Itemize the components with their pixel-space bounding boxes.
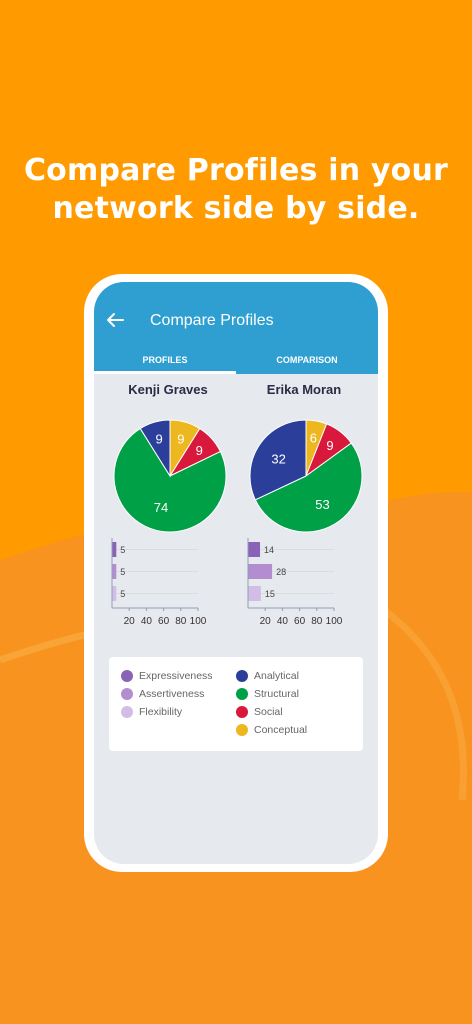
kenji-bars-bar-assertiveness <box>112 564 117 579</box>
back-arrow-icon[interactable] <box>106 312 124 328</box>
erika-pie-label-social: 9 <box>326 438 333 453</box>
erika-bars-x-tick-label: 80 <box>311 616 323 626</box>
legend-label: Expressiveness <box>139 670 213 682</box>
headline: Compare Profiles in your network side by… <box>0 152 472 228</box>
erika-bars-x-tick-label: 40 <box>277 616 289 626</box>
kenji-pie-label-structural: 74 <box>154 500 168 515</box>
erika-pie-label-structural: 53 <box>315 497 329 512</box>
legend-label: Structural <box>254 688 299 700</box>
phone-frame: Compare Profiles PROFILES COMPARISON Ken… <box>84 274 388 872</box>
app-screen: Compare Profiles PROFILES COMPARISON Ken… <box>94 282 378 864</box>
bar-chart-erika: 14 28 15 20 40 60 80 100 <box>247 538 343 626</box>
legend-dot <box>236 706 248 718</box>
kenji-pie-slice-structural <box>113 427 227 533</box>
kenji-bars-x-tick-label: 20 <box>124 616 136 626</box>
erika-pie-label-conceptual: 6 <box>310 430 317 445</box>
kenji-bars-bar-expressiveness <box>112 542 117 557</box>
kenji-pie-label-analytical: 9 <box>156 431 163 446</box>
erika-bars-value-label: 15 <box>265 589 275 599</box>
kenji-bars-value-label: 5 <box>120 545 125 555</box>
legend-label: Flexibility <box>139 706 183 718</box>
erika-bars-value-label: 28 <box>276 567 286 577</box>
kenji-bars-x-tick-label: 80 <box>175 616 187 626</box>
pie-chart-erika: 69 53 32 <box>249 419 363 533</box>
headline-line-1: Compare Profiles in your <box>23 153 449 188</box>
kenji-bars-x-tick-label: 100 <box>190 616 207 626</box>
erika-bars-x-tick-label: 20 <box>260 616 272 626</box>
kenji-bars-x-tick-label: 60 <box>158 616 170 626</box>
kenji-pie-label-conceptual: 9 <box>177 431 184 446</box>
app-title: Compare Profiles <box>150 312 274 329</box>
kenji-pie-label-social: 9 <box>196 443 203 458</box>
legend-dot <box>121 706 133 718</box>
bar-chart-kenji: 5 5 5 20 40 60 80 100 <box>111 538 207 626</box>
erika-bars-x-tick-label: 60 <box>294 616 306 626</box>
tab-profiles[interactable]: PROFILES <box>142 355 188 365</box>
legend-label: Analytical <box>254 670 299 682</box>
profile-name-2[interactable]: Erika Moran <box>266 382 342 397</box>
active-tab-indicator <box>94 371 236 374</box>
tab-comparison[interactable]: COMPARISON <box>276 355 338 365</box>
legend-card: Expressiveness Assertiveness Flexibility… <box>109 657 363 751</box>
legend-dot <box>121 688 133 700</box>
kenji-bars-value-label: 5 <box>120 589 125 599</box>
headline-line-2: network side by side. <box>52 191 420 226</box>
legend-dot <box>121 670 133 682</box>
legend-label: Conceptual <box>254 724 308 736</box>
legend-label: Assertiveness <box>139 688 205 700</box>
kenji-pie-slice-analytical <box>139 419 171 478</box>
erika-bars-bar-expressiveness <box>248 542 261 557</box>
legend-dot <box>236 724 248 736</box>
kenji-bars-x-tick-label: 40 <box>141 616 153 626</box>
kenji-bars-bar-flexibility <box>112 586 117 601</box>
erika-pie-slice-structural <box>254 442 363 533</box>
app-bar: Compare Profiles PROFILES COMPARISON <box>94 282 378 374</box>
erika-bars-value-label: 14 <box>264 545 274 555</box>
kenji-bars-value-label: 5 <box>120 567 125 577</box>
legend-dot <box>236 670 248 682</box>
legend-label: Social <box>254 706 283 718</box>
erika-bars-x-tick-label: 100 <box>326 616 343 626</box>
erika-pie-slice-analytical <box>249 419 307 501</box>
erika-bars-bar-flexibility <box>248 586 261 601</box>
legend-dot <box>236 688 248 700</box>
profile-name-1[interactable]: Kenji Graves <box>128 382 208 397</box>
erika-bars-bar-assertiveness <box>248 564 273 579</box>
erika-pie-label-analytical: 32 <box>271 452 285 467</box>
